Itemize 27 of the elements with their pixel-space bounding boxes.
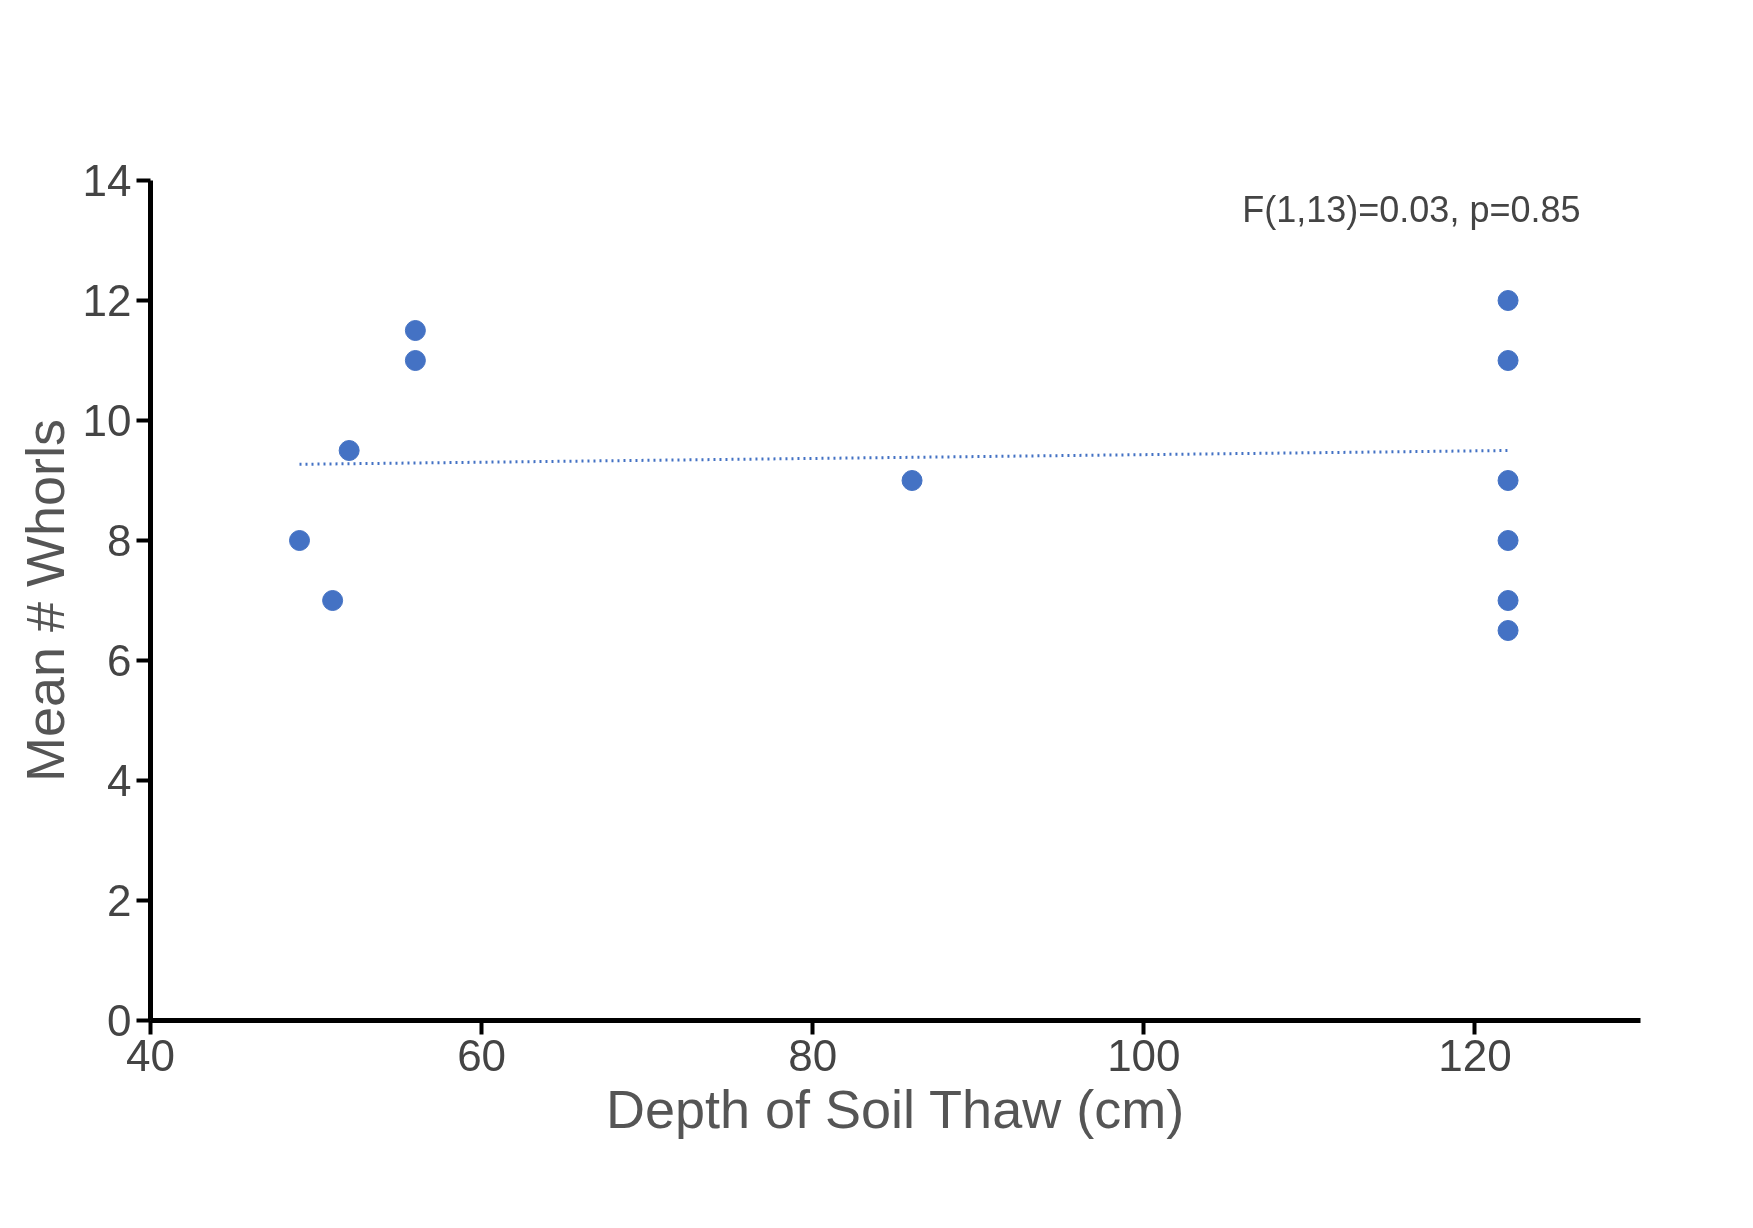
point — [1497, 590, 1519, 611]
x-axis-title: Depth of Soil Thaw (cm) — [605, 1078, 1185, 1139]
point — [1497, 470, 1519, 491]
x-tick-label: 80 — [788, 1030, 838, 1080]
x-tick-label: 60 — [457, 1030, 507, 1080]
y-tick-label: 0 — [107, 996, 132, 1045]
y-tick-label: 10 — [82, 396, 132, 445]
x-tick-label: 120 — [1438, 1030, 1512, 1080]
y-tick-label: 6 — [107, 636, 132, 685]
x-tick-label: 100 — [1107, 1030, 1181, 1080]
point — [901, 470, 923, 491]
point — [322, 590, 344, 611]
point — [1497, 350, 1519, 371]
y-tick-label: 2 — [107, 876, 132, 925]
y-tick-label: 8 — [107, 516, 132, 565]
point — [404, 320, 426, 341]
y-tick-label: 4 — [107, 756, 132, 805]
annotation: F(1,13)=0.03, p=0.85 — [1242, 188, 1581, 230]
y-tick-label: 14 — [82, 156, 132, 205]
y-tick-label: 12 — [82, 276, 132, 325]
point — [338, 440, 360, 461]
point — [1497, 530, 1519, 551]
y-axis-title: Mean # Whorls — [14, 418, 75, 783]
point — [1497, 290, 1519, 311]
point — [404, 350, 426, 371]
point — [1497, 620, 1519, 641]
point — [289, 530, 310, 551]
